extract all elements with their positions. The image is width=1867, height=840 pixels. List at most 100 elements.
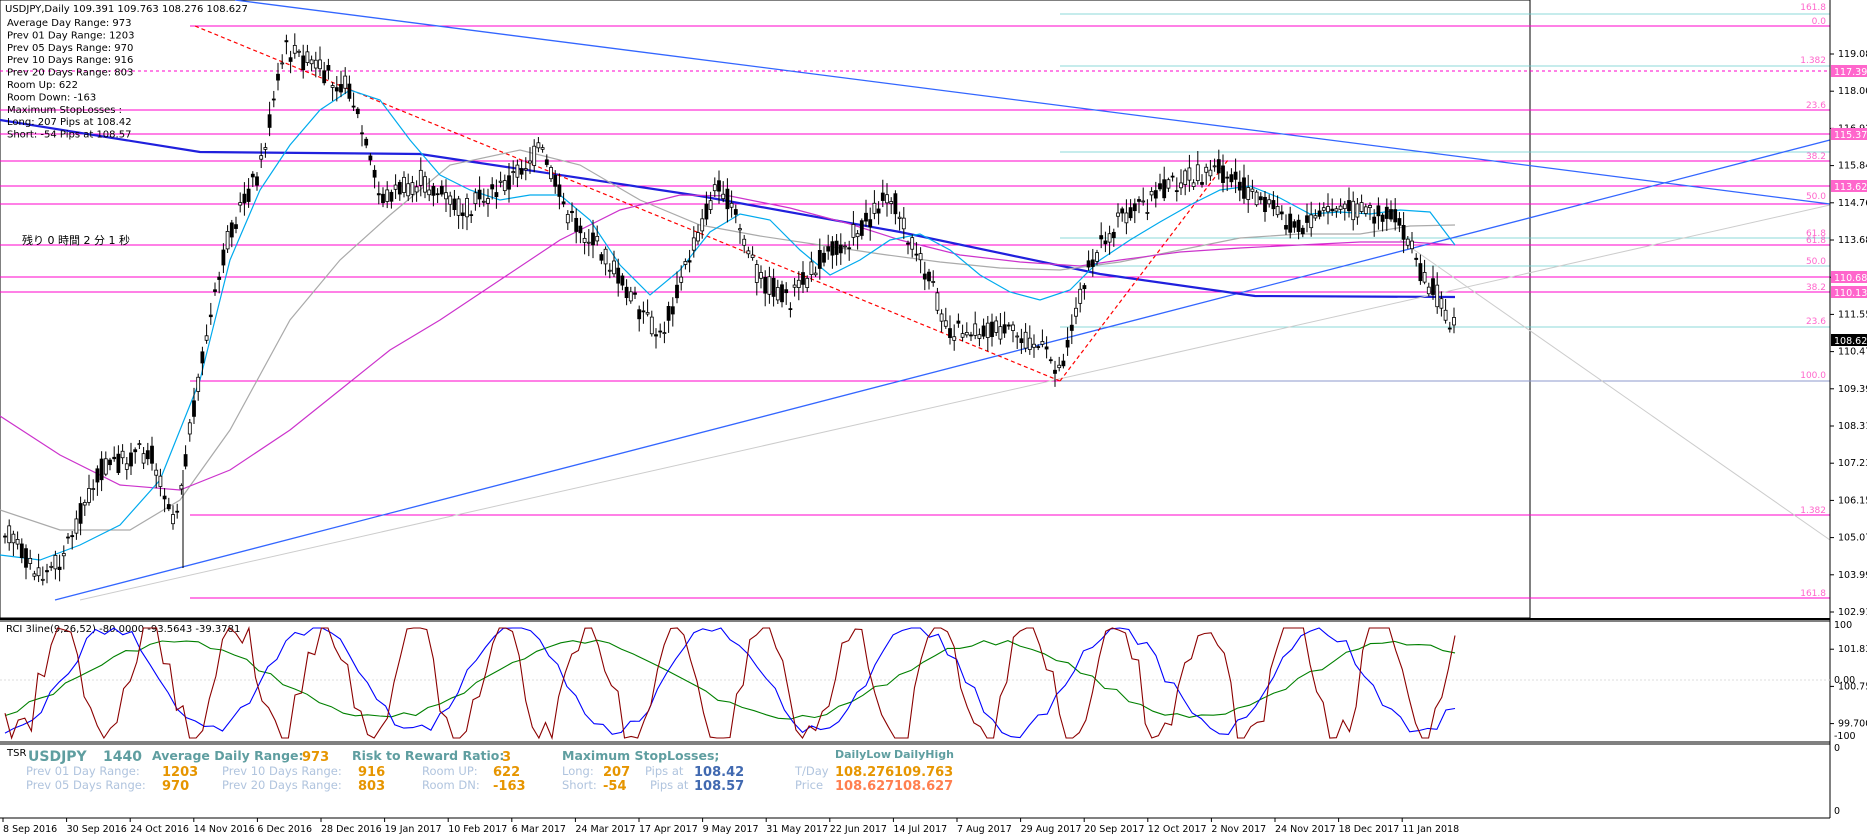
price-tag: 108.627: [1831, 334, 1867, 347]
price-tag: 113.622: [1831, 180, 1867, 193]
ma-short: [0, 89, 1456, 561]
tsr-panel[interactable]: TSR USDJPY 1440 Average Daily Range: 973…: [0, 743, 1840, 819]
date-axis-label: 6 Mar 2017: [512, 824, 566, 835]
rci-mid-line: [4, 627, 1456, 739]
date-axis-label: 28 Dec 2016: [321, 824, 382, 835]
countdown-timer: 残り 0 時間 2 分 1 秒: [22, 233, 130, 247]
date-axis[interactable]: 8 Sep 2016 30 Sep 2016 24 Oct 2016 14 Nov 2…: [2, 818, 1459, 835]
info-line: Prev 05 Days Range: 970: [7, 43, 133, 54]
svg-text:110.680: 110.680: [1834, 273, 1867, 284]
rci-long-line: [4, 639, 1456, 720]
tsr-rr-label: Risk to Reward Ratio:: [352, 748, 504, 763]
tsr-roomdn-label: Room DN:: [422, 778, 480, 792]
tsr-prev10-label: Prev 10 Days Range:: [222, 764, 342, 778]
svg-text:61.8: 61.8: [1806, 236, 1826, 246]
date-axis-label: 11 Jan 2018: [1402, 824, 1459, 835]
price-axis-label: 113.680: [1838, 235, 1867, 246]
date-axis-label: 10 Feb 2017: [448, 824, 507, 835]
date-axis-label: 20 Sep 2017: [1084, 824, 1144, 835]
rci-axis: 100 0.00 -100: [1834, 620, 1856, 742]
ma-mid: [0, 194, 1456, 491]
tsr-prev20-value: 803: [358, 779, 385, 794]
candlestick-series[interactable]: [3, 33, 1456, 586]
rci-label: RCI 3line(9,26,52) -80.0000 -93.5643 -39…: [6, 624, 240, 635]
date-axis-label: 6 Dec 2016: [257, 824, 312, 835]
date-axis-label: 29 Aug 2017: [1021, 824, 1082, 835]
date-axis-label: 14 Nov 2016: [194, 824, 255, 835]
price-tag: 110.680: [1831, 271, 1867, 284]
date-axis-label: 24 Mar 2017: [575, 824, 635, 835]
fibonacci-levels: [0, 25, 1830, 599]
info-line: Average Day Range: 973: [7, 18, 132, 29]
tsr-long-at-value: 108.42: [694, 765, 744, 780]
rci-panel[interactable]: RCI 3line(9,26,52) -80.0000 -93.5643 -39…: [0, 618, 1856, 743]
chart-title: USDJPY,Daily 109.391 109.763 108.276 108…: [5, 4, 248, 15]
price-axis-label: 99.700: [1838, 719, 1867, 730]
price-tag: 117.391: [1831, 65, 1867, 78]
tsr-prev01-label: Prev 01 Day Range:: [26, 764, 140, 778]
price-axis[interactable]: 119.080118.000116.920115.840114.760113.6…: [1829, 0, 1867, 818]
tsr-price-label: Price: [795, 778, 823, 792]
price-axis-label: 114.760: [1838, 198, 1867, 209]
svg-text:1.382: 1.382: [1800, 56, 1826, 66]
date-axis-label: 7 Aug 2017: [957, 824, 1012, 835]
price-axis-label: 118.000: [1838, 86, 1867, 97]
price-axis-label: 100.750: [1838, 681, 1867, 692]
svg-text:50.0: 50.0: [1806, 192, 1826, 202]
tsr-long-at-label: Pips at: [645, 764, 684, 778]
tsr-prev10-value: 916: [358, 765, 385, 780]
tsr-rr-value: 3: [502, 750, 511, 765]
svg-text:1.382: 1.382: [1800, 506, 1826, 516]
date-axis-label: 17 Apr 2017: [639, 824, 698, 835]
tsr-avg-value: 973: [302, 750, 329, 765]
info-line: Short: -54 Pips at 108.57: [7, 130, 131, 141]
price-tag: 110.135: [1831, 286, 1867, 299]
main-price-panel[interactable]: USDJPY,Daily 109.391 109.763 108.276 108…: [0, 0, 1831, 619]
svg-text:38.2: 38.2: [1806, 152, 1826, 162]
info-line: Room Down: -163: [7, 92, 96, 103]
tsr-avg-label: Average Daily Range:: [152, 748, 304, 763]
svg-text:113.622: 113.622: [1834, 182, 1867, 193]
tsr-prev05-label: Prev 05 Days Range:: [26, 778, 146, 792]
moving-averages: [0, 89, 1456, 561]
tsr-tday-label: T/Day: [794, 764, 829, 778]
svg-text:38.2: 38.2: [1806, 283, 1826, 293]
info-line: Prev 10 Days Range: 916: [7, 55, 133, 66]
svg-text:110.135: 110.135: [1834, 288, 1867, 299]
tsr-roomup-value: 622: [493, 765, 520, 780]
tsr-short-at-value: 108.57: [694, 779, 744, 794]
svg-text:0.00: 0.00: [1834, 675, 1855, 686]
tsr-short-label: Short:: [562, 778, 597, 792]
date-axis-label: 14 Jul 2017: [893, 824, 947, 835]
tsr-axis: 0 0: [1834, 743, 1840, 817]
date-axis-label: 19 Jan 2017: [385, 824, 442, 835]
info-panel: USDJPY,Daily 109.391 109.763 108.276 108…: [5, 4, 248, 247]
tsr-timeframe: 1440: [103, 749, 142, 765]
price-axis-label: 105.070: [1838, 533, 1867, 544]
info-line: Prev 01 Day Range: 1203: [7, 30, 135, 41]
tsr-long-label: Long:: [562, 764, 594, 778]
price-axis-label: 108.310: [1838, 421, 1867, 432]
date-axis-label: 9 May 2017: [703, 824, 759, 835]
svg-text:0: 0: [1834, 806, 1840, 817]
tsr-dhigh-label: DailyHigh: [894, 748, 954, 761]
tsr-symbol: USDJPY: [28, 749, 88, 765]
fib-labels: 161.8 0.0 1.382 23.6 38.2 50.0 61.8 61.8…: [1800, 3, 1826, 599]
svg-text:161.8: 161.8: [1800, 3, 1826, 13]
svg-text:100: 100: [1834, 620, 1852, 631]
svg-text:23.6: 23.6: [1806, 101, 1826, 111]
date-axis-label: 12 Oct 2017: [1148, 824, 1207, 835]
date-axis-label: 24 Oct 2016: [130, 824, 189, 835]
svg-text:61.8: 61.8: [1806, 229, 1826, 239]
date-axis-label: 22 Jun 2017: [830, 824, 887, 835]
price-axis-label: 115.840: [1838, 161, 1867, 172]
date-axis-label: 18 Dec 2017: [1339, 824, 1400, 835]
svg-text:50.0: 50.0: [1806, 257, 1826, 267]
info-line: Prev 20 Days Range: 803: [7, 68, 133, 79]
svg-text:115.377: 115.377: [1834, 130, 1867, 141]
info-line: Room Up: 622: [7, 80, 78, 91]
date-axis-label: 31 May 2017: [766, 824, 828, 835]
date-axis-label: 30 Sep 2016: [67, 824, 127, 835]
tsr-tday-low: 108.276: [835, 765, 894, 780]
